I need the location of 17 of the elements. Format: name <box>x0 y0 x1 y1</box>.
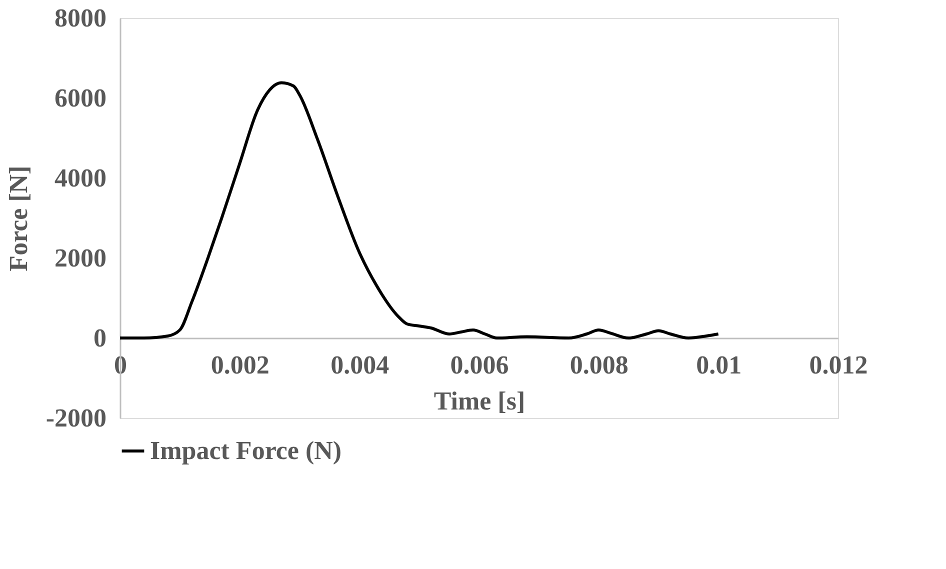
y-tick-label: 6000 <box>54 84 106 112</box>
x-tick-label: 0.008 <box>570 350 628 380</box>
y-tick-label: -2000 <box>46 404 106 432</box>
line-series <box>118 81 720 340</box>
legend-label: Impact Force (N) <box>150 436 342 465</box>
y-axis-title: Force [N] <box>4 166 33 272</box>
y-tick-label: 8000 <box>54 4 106 32</box>
x-tick-label: 0 <box>114 350 127 380</box>
y-tick-label: 2000 <box>54 244 106 272</box>
y-tick-label: 0 <box>94 324 106 352</box>
x-tick-label: 0.006 <box>450 350 509 380</box>
x-tick-label: 0.012 <box>809 350 868 380</box>
x-tick-label: 0.004 <box>330 350 390 380</box>
y-tick-label: 4000 <box>54 164 106 192</box>
x-axis-title: Time [s] <box>434 386 526 416</box>
x-tick-label: 0.01 <box>696 350 742 380</box>
x-tick-label: 0.002 <box>210 350 270 380</box>
